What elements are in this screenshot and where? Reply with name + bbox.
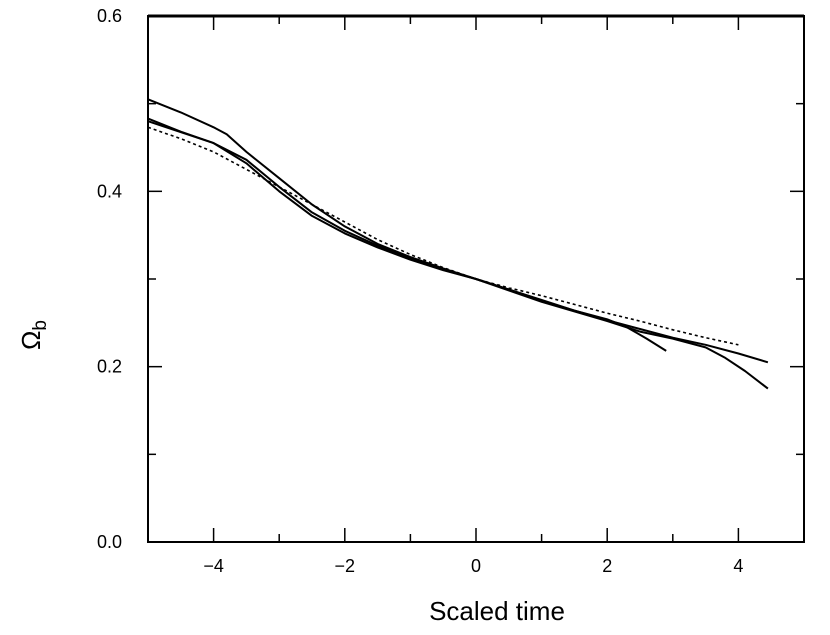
x-tick-label: 2	[602, 556, 612, 576]
axis-tick-labels: −4 −2 0 2 4 0.0 0.2 0.4 0.6	[97, 6, 743, 576]
y-tick-label: 0.4	[97, 181, 122, 201]
y-tick-label: 0.2	[97, 357, 122, 377]
series-line-4	[147, 126, 739, 346]
y-tick-label: 0.6	[97, 6, 122, 26]
x-tick-label: −2	[335, 556, 356, 576]
axis-ticks	[147, 15, 805, 543]
x-tick-label: 4	[733, 556, 743, 576]
series-line-3	[147, 120, 667, 352]
x-axis-title: Scaled time	[429, 596, 565, 626]
data-series	[147, 98, 769, 390]
x-tick-label: 0	[471, 556, 481, 576]
series-line-1	[147, 98, 769, 364]
y-axis-title: Ωb	[16, 320, 51, 350]
series-line-2	[147, 117, 769, 390]
y-tick-label: 0.0	[97, 532, 122, 552]
y-axis-title-main: Ω	[16, 331, 46, 350]
y-axis-title-subscript: b	[30, 320, 51, 331]
x-tick-label: −4	[203, 556, 224, 576]
